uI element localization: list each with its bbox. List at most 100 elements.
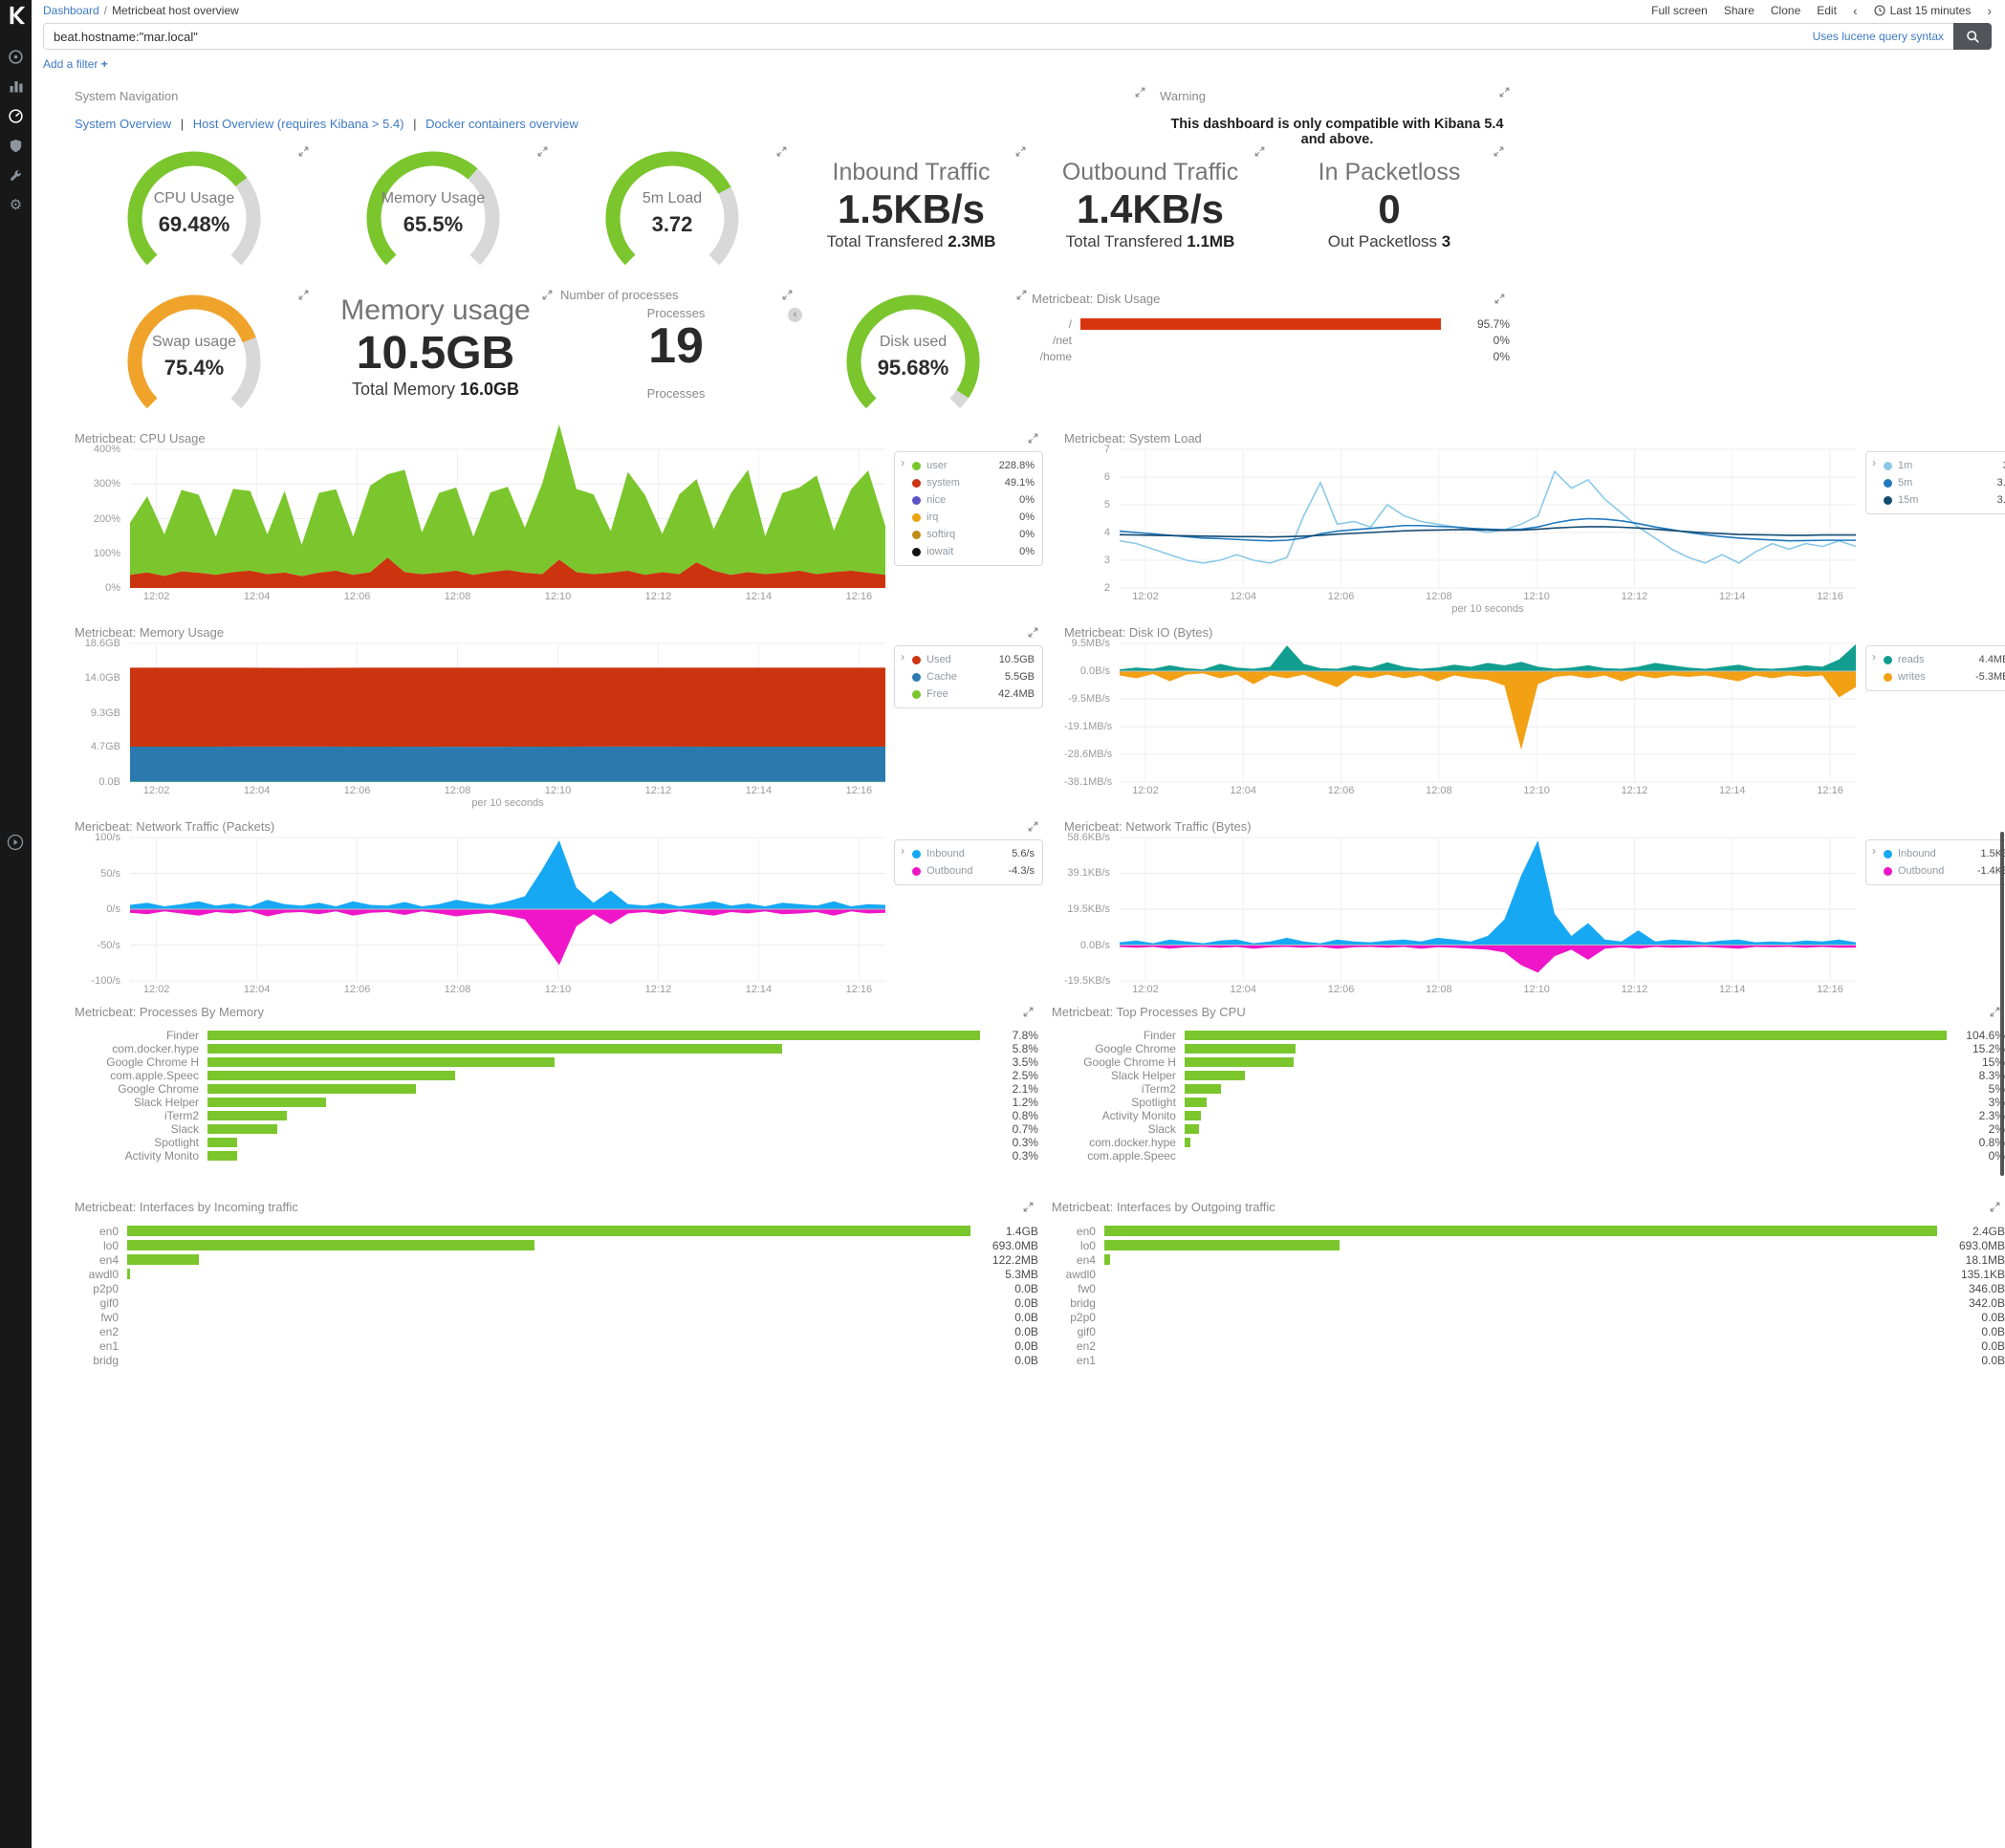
bar-row[interactable]: bridg 0.0B (75, 1353, 1038, 1367)
bar-row[interactable]: en0 2.4GB (1052, 1224, 2005, 1238)
legend-item[interactable]: iowait 0% (912, 543, 1035, 560)
expand-icon[interactable] (1990, 1007, 2000, 1017)
legend-item[interactable]: Free 42.4MB (912, 685, 1035, 703)
bar-row[interactable]: bridg 342.0B (1052, 1295, 2005, 1310)
expand-icon[interactable] (537, 146, 548, 157)
legend-toggle-icon[interactable]: › (1872, 844, 1876, 858)
bar-row[interactable]: Slack 2% (1052, 1122, 2005, 1136)
share-button[interactable]: Share (1723, 4, 1754, 17)
bar-row[interactable]: Activity Monito 2.3% (1052, 1109, 2005, 1122)
bar-row[interactable]: gif0 0.0B (75, 1295, 1038, 1310)
docker-containers-link[interactable]: Docker containers overview (425, 117, 578, 131)
expand-icon[interactable] (298, 146, 309, 157)
bar-row[interactable]: en2 0.0B (75, 1324, 1038, 1338)
legend-item[interactable]: Outbound -1.4KB/s (1884, 862, 2005, 880)
bar-row[interactable]: Spotlight 0.3% (75, 1136, 1038, 1149)
expand-icon[interactable] (1499, 87, 1510, 98)
bar-row[interactable]: awdl0 5.3MB (75, 1267, 1038, 1281)
legend-toggle-icon[interactable]: › (901, 650, 905, 663)
discover-icon[interactable] (6, 46, 27, 67)
edit-button[interactable]: Edit (1817, 4, 1837, 17)
bar-row[interactable]: com.docker.hype 0.8% (1052, 1136, 2005, 1149)
legend-item[interactable]: Cache 5.5GB (912, 668, 1035, 685)
bar-row[interactable]: /net 0% (1032, 332, 1510, 348)
legend-toggle-icon[interactable]: › (901, 456, 905, 469)
bar-row[interactable]: fw0 346.0B (1052, 1281, 2005, 1295)
time-picker-button[interactable]: Last 15 minutes (1874, 4, 1971, 17)
legend-item[interactable]: reads 4.4MB/s (1884, 651, 2005, 668)
host-overview-link[interactable]: Host Overview (requires Kibana > 5.4) (192, 117, 404, 131)
search-input[interactable]: beat.hostname:"mar.local" Uses lucene qu… (43, 23, 1953, 50)
bar-row[interactable]: en1 0.0B (75, 1338, 1038, 1353)
expand-icon[interactable] (1028, 433, 1038, 444)
legend-toggle-icon[interactable]: › (1872, 650, 1876, 663)
bar-row[interactable]: Google Chrome 15.2% (1052, 1042, 2005, 1055)
legend-item[interactable]: 5m 3.72 (1884, 474, 2005, 491)
bar-row[interactable]: Finder 104.6% (1052, 1029, 2005, 1042)
dashboard-icon[interactable] (6, 105, 27, 126)
bar-row[interactable]: p2p0 0.0B (75, 1281, 1038, 1295)
expand-icon[interactable] (1494, 294, 1505, 304)
security-icon[interactable] (6, 135, 27, 156)
bar-row[interactable]: en0 1.4GB (75, 1224, 1038, 1238)
bar-row[interactable]: fw0 0.0B (75, 1310, 1038, 1324)
expand-icon[interactable] (298, 290, 309, 300)
bar-row[interactable]: iTerm2 0.8% (75, 1109, 1038, 1122)
search-button[interactable] (1953, 23, 1992, 50)
expand-icon[interactable] (542, 290, 553, 300)
system-overview-link[interactable]: System Overview (75, 117, 172, 131)
add-filter-button[interactable]: Add a filter + (43, 57, 108, 71)
full-screen-button[interactable]: Full screen (1651, 4, 1708, 17)
collapse-legend-icon[interactable]: ‹ (788, 308, 802, 322)
bar-row[interactable]: Finder 7.8% (75, 1029, 1038, 1042)
kibana-logo[interactable] (6, 5, 27, 31)
bar-row[interactable]: / 95.7% (1032, 315, 1510, 332)
expand-icon[interactable] (1135, 87, 1145, 98)
bar-row[interactable]: iTerm2 5% (1052, 1082, 2005, 1096)
bar-row[interactable]: com.apple.Speec 0% (1052, 1149, 2005, 1163)
bar-row[interactable]: Slack Helper 8.3% (1052, 1069, 2005, 1082)
devtools-icon[interactable] (6, 164, 27, 185)
visualize-icon[interactable] (6, 76, 27, 97)
legend-item[interactable]: 1m 3.5 (1884, 457, 2005, 474)
expand-icon[interactable] (1493, 146, 1504, 157)
legend-item[interactable]: writes -5.3MB/s (1884, 668, 2005, 685)
legend-item[interactable]: Outbound -4.3/s (912, 862, 1035, 880)
bar-row[interactable]: en4 18.1MB (1052, 1252, 2005, 1267)
legend-item[interactable]: system 49.1% (912, 474, 1035, 491)
time-forward-icon[interactable]: › (1987, 3, 1992, 18)
lucene-syntax-link[interactable]: Uses lucene query syntax (1812, 30, 1944, 43)
legend-item[interactable]: irq 0% (912, 509, 1035, 526)
legend-item[interactable]: Inbound 5.6/s (912, 845, 1035, 862)
bar-row[interactable]: Spotlight 3% (1052, 1096, 2005, 1109)
legend-item[interactable]: softirq 0% (912, 526, 1035, 543)
expand-nav-icon[interactable] (7, 834, 24, 856)
bar-row[interactable]: Google Chrome H 15% (1052, 1055, 2005, 1069)
bar-row[interactable]: gif0 0.0B (1052, 1324, 2005, 1338)
expand-icon[interactable] (1028, 821, 1038, 832)
expand-icon[interactable] (776, 146, 787, 157)
bar-row[interactable]: awdl0 135.1KB (1052, 1267, 2005, 1281)
expand-icon[interactable] (1254, 146, 1265, 157)
bar-row[interactable]: Activity Monito 0.3% (75, 1149, 1038, 1163)
bar-row[interactable]: Google Chrome H 3.5% (75, 1055, 1038, 1069)
bar-row[interactable]: com.apple.Speec 2.5% (75, 1069, 1038, 1082)
expand-icon[interactable] (1023, 1202, 1034, 1212)
legend-item[interactable]: Inbound 1.5KB/s (1884, 845, 2005, 862)
legend-item[interactable]: Used 10.5GB (912, 651, 1035, 668)
bar-row[interactable]: lo0 693.0MB (1052, 1238, 2005, 1252)
scrollbar-thumb[interactable] (2000, 832, 2004, 1176)
legend-toggle-icon[interactable]: › (1872, 456, 1876, 469)
time-back-icon[interactable]: ‹ (1852, 3, 1858, 18)
legend-item[interactable]: 15m 3.91 (1884, 491, 2005, 509)
bar-row[interactable]: /home 0% (1032, 348, 1510, 364)
bar-row[interactable]: p2p0 0.0B (1052, 1310, 2005, 1324)
bar-row[interactable]: en2 0.0B (1052, 1338, 2005, 1353)
expand-icon[interactable] (1028, 627, 1038, 638)
expand-icon[interactable] (1016, 290, 1027, 300)
bar-row[interactable]: lo0 693.0MB (75, 1238, 1038, 1252)
bar-row[interactable]: Slack 0.7% (75, 1122, 1038, 1136)
expand-icon[interactable] (1015, 146, 1026, 157)
expand-icon[interactable] (1023, 1007, 1034, 1017)
bar-row[interactable]: en4 122.2MB (75, 1252, 1038, 1267)
